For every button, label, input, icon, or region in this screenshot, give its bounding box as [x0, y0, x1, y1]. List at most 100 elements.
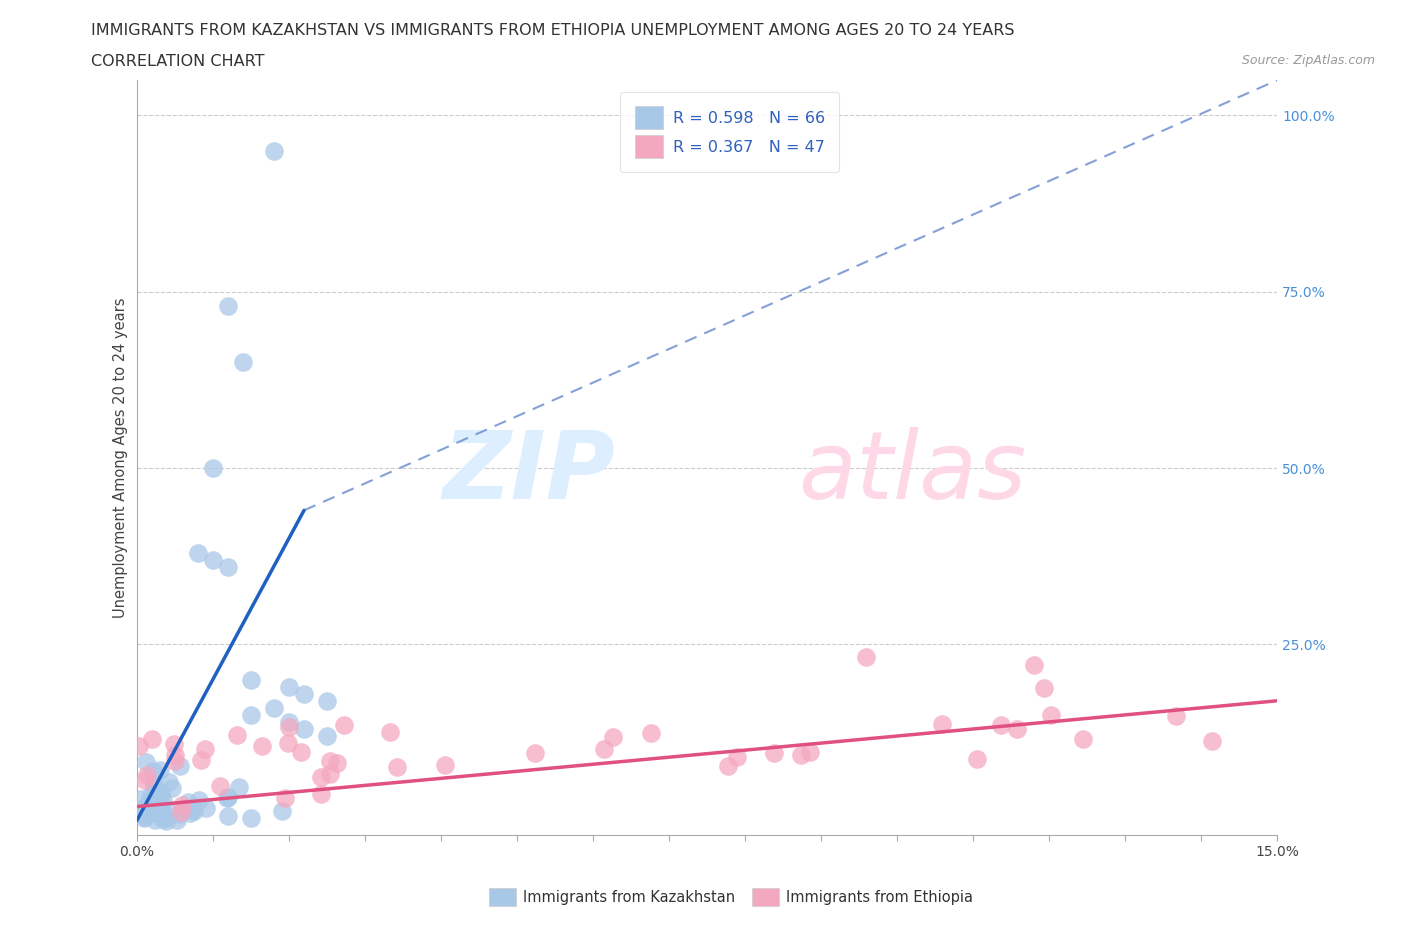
Point [325, 756, 347, 771]
Text: CORRELATION CHART: CORRELATION CHART [91, 54, 264, 69]
Point [990, 718, 1012, 733]
Point [226, 727, 249, 742]
Point [217, 559, 239, 574]
Point [143, 777, 166, 791]
Point [160, 781, 183, 796]
Point [593, 742, 616, 757]
Point [799, 745, 821, 760]
Point [292, 722, 315, 737]
Point [263, 143, 285, 158]
Point [217, 299, 239, 313]
Point [725, 750, 748, 764]
Point [138, 797, 160, 812]
Point [128, 806, 150, 821]
Point [183, 804, 205, 818]
Point [1201, 734, 1223, 749]
Point [149, 762, 172, 777]
Point [263, 700, 285, 715]
Point [141, 732, 163, 747]
Point [165, 748, 187, 763]
Point [174, 800, 197, 815]
Point [170, 797, 193, 812]
Point [135, 806, 157, 821]
Point [166, 813, 188, 828]
Point [201, 552, 224, 567]
Point [762, 745, 785, 760]
Point [152, 792, 174, 807]
Point [1071, 732, 1094, 747]
Point [309, 787, 332, 802]
Point [149, 807, 172, 822]
Point [1040, 708, 1063, 723]
Point [187, 793, 209, 808]
Point [232, 354, 254, 369]
Point [273, 790, 295, 805]
Point [716, 759, 738, 774]
Point [127, 802, 149, 817]
Point [146, 785, 169, 800]
Point [1164, 709, 1187, 724]
Point [378, 724, 401, 739]
Point [143, 812, 166, 827]
Point [217, 790, 239, 804]
Point [855, 650, 877, 665]
Point [128, 739, 150, 754]
Point [278, 720, 301, 735]
Point [433, 757, 456, 772]
Point [318, 753, 340, 768]
Point [315, 728, 337, 743]
Point [277, 679, 299, 694]
Point [250, 738, 273, 753]
Point [640, 725, 662, 740]
Point [181, 803, 204, 817]
Point [149, 785, 172, 800]
Point [143, 785, 166, 800]
Point [201, 460, 224, 475]
Point [128, 791, 150, 806]
Point [385, 760, 408, 775]
Text: ZIP: ZIP [443, 427, 616, 519]
Point [142, 764, 165, 778]
Point [270, 804, 292, 818]
Point [138, 800, 160, 815]
Point [167, 806, 190, 821]
Point [155, 813, 177, 828]
Point [277, 714, 299, 729]
Point [131, 802, 153, 817]
Point [143, 803, 166, 817]
Point [931, 716, 953, 731]
Point [194, 800, 217, 815]
Text: IMMIGRANTS FROM KAZAKHSTAN VS IMMIGRANTS FROM ETHIOPIA UNEMPLOYMENT AMONG AGES 2: IMMIGRANTS FROM KAZAKHSTAN VS IMMIGRANTS… [91, 23, 1015, 38]
Point [333, 717, 356, 732]
Point [790, 748, 813, 763]
Point [179, 805, 201, 820]
Point [152, 812, 174, 827]
Point [215, 790, 238, 805]
Point [177, 794, 200, 809]
Point [134, 810, 156, 825]
Point [239, 708, 262, 723]
Point [135, 754, 157, 769]
Text: atlas: atlas [799, 427, 1026, 518]
Point [128, 804, 150, 818]
Point [170, 805, 193, 820]
Point [157, 775, 180, 790]
Point [1032, 681, 1054, 696]
Point [309, 769, 332, 784]
Point [163, 737, 186, 751]
Point [292, 686, 315, 701]
Point [966, 751, 988, 766]
Point [156, 803, 179, 817]
Y-axis label: Unemployment Among Ages 20 to 24 years: Unemployment Among Ages 20 to 24 years [114, 298, 128, 618]
Point [174, 802, 197, 817]
Point [134, 810, 156, 825]
Point [524, 746, 547, 761]
Point [290, 745, 312, 760]
Point [134, 773, 156, 788]
Point [187, 545, 209, 560]
Point [1024, 658, 1046, 672]
Point [169, 758, 191, 773]
Point [194, 741, 217, 756]
Point [239, 811, 262, 826]
Point [136, 767, 159, 782]
